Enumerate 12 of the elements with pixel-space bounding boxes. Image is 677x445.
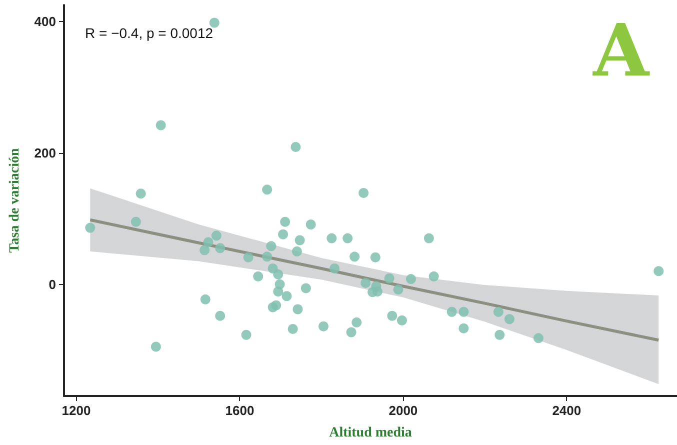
y-tick-label: 400 <box>34 14 56 29</box>
x-tick-label: 1200 <box>62 403 91 418</box>
annotation: R = −0.4, p = 0.0012 <box>85 25 214 41</box>
line-series <box>88 218 660 342</box>
x-tick-label: 1600 <box>225 403 254 418</box>
y-tick-label: 0 <box>48 276 56 292</box>
x-axis-title: Altitud media <box>329 426 412 440</box>
y-tick-label: 200 <box>34 145 56 160</box>
annotation: A <box>592 8 650 92</box>
x-tick-label: 2400 <box>552 403 582 418</box>
x-tick-label: 2000 <box>388 403 418 418</box>
y-axis-title: Tasa de variación <box>8 148 22 253</box>
